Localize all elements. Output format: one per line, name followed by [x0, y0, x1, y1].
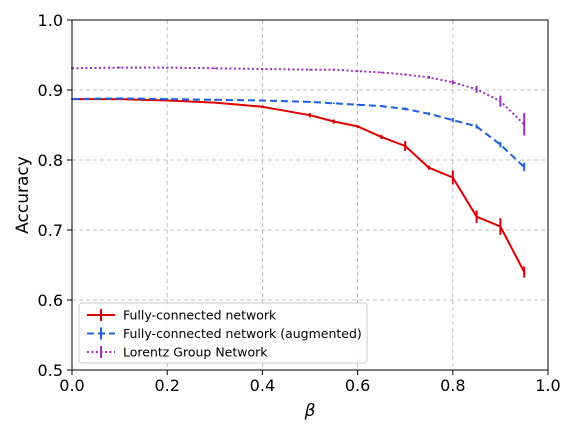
legend-label-fully-connected-network-augmented: Fully-connected network (augmented)	[123, 326, 362, 341]
fully-connected-network-line	[72, 98, 526, 273]
y-tick-label: 0.9	[38, 81, 63, 100]
x-tick-label: 0.8	[440, 376, 465, 395]
legend-label-fully-connected-network: Fully-connected network	[123, 308, 277, 323]
y-tick-label: 0.5	[38, 361, 63, 380]
x-tick-label: 0.6	[345, 376, 370, 395]
lorentz-group-network-series	[71, 66, 526, 136]
legend-box	[78, 302, 368, 364]
legend-label-lorentz-group-network: Lorentz Group Network	[123, 345, 268, 360]
x-axis-label: β	[304, 401, 316, 421]
ticks: 0.0 0.2 0.4 0.6 0.8 1.0 0.5 0.6 0.7 0.8 0.9 1.0	[38, 11, 561, 395]
legend: Fully-connected network Fully-connected n…	[78, 302, 368, 364]
y-tick-label: 0.6	[38, 291, 63, 310]
plot-frame	[71, 19, 549, 371]
lorentz-group-network-line	[71, 66, 525, 126]
series-layer	[71, 66, 526, 278]
fully-connected-network-augmented-line	[71, 97, 525, 168]
y-axis-label: Accuracy	[13, 156, 33, 234]
x-tick-label: 0.2	[154, 376, 179, 395]
x-tick-label: 1.0	[535, 376, 560, 395]
fully-connected-network-augmented-series	[71, 97, 526, 172]
x-tick-label: 0.4	[250, 376, 275, 395]
y-tick-label: 0.8	[38, 151, 63, 170]
x-tick-label: 0.0	[59, 376, 84, 395]
y-tick-label: 1.0	[38, 11, 63, 30]
fully-connected-network-series	[71, 98, 526, 278]
y-tick-label: 0.7	[38, 221, 63, 240]
